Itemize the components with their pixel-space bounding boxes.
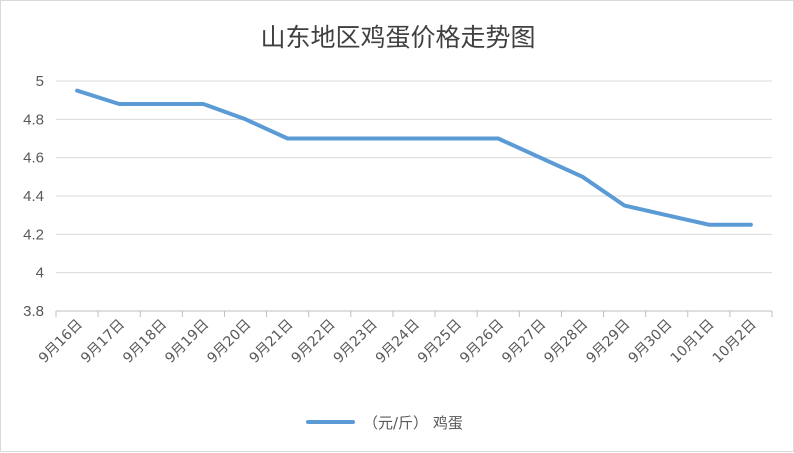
x-tick-label: 9月27日	[499, 317, 549, 367]
y-axis-ticks: 3.8 4 4.2 4.4 4.6 4.8 5	[23, 73, 44, 320]
chart-title: 山东地区鸡蛋价格走势图	[260, 23, 535, 52]
x-tick-label: 9月30日	[626, 317, 676, 367]
x-tick-label: 9月25日	[415, 317, 465, 367]
y-tick-label: 4.2	[23, 226, 44, 243]
x-tick-label: 9月17日	[78, 317, 128, 367]
series-layer	[75, 88, 753, 227]
x-tick-label: 9月21日	[246, 317, 296, 367]
y-tick-label: 5	[36, 73, 44, 90]
gridlines	[56, 80, 772, 274]
x-tick-label: 9月20日	[204, 317, 254, 367]
series-line[interactable]	[75, 88, 753, 227]
x-tick-label: 9月24日	[373, 317, 423, 367]
y-tick-label: 4	[36, 265, 44, 282]
x-tick-label: 9月28日	[541, 317, 591, 367]
x-tick-label: 10月1日	[668, 317, 718, 367]
x-tick-label: 10月2日	[710, 317, 760, 367]
x-tick-label: 9月29日	[583, 317, 633, 367]
y-tick-label: 3.8	[23, 303, 44, 320]
x-tick-label: 9月23日	[331, 317, 381, 367]
y-tick-label: 4.4	[23, 188, 44, 205]
x-tick-label: 9月16日	[36, 317, 86, 367]
y-tick-label: 4.8	[23, 111, 44, 128]
x-tick-label: 9月19日	[162, 317, 212, 367]
legend-label: （元/斤） 鸡蛋	[363, 414, 463, 432]
x-tick-label: 9月18日	[120, 317, 170, 367]
legend[interactable]: （元/斤） 鸡蛋	[306, 414, 463, 432]
x-tick-label: 9月22日	[289, 317, 339, 367]
x-axis: 9月16日9月17日9月18日9月19日9月20日9月21日9月22日9月23日…	[36, 310, 773, 367]
y-tick-label: 4.6	[23, 150, 44, 167]
x-tick-label: 9月26日	[457, 317, 507, 367]
